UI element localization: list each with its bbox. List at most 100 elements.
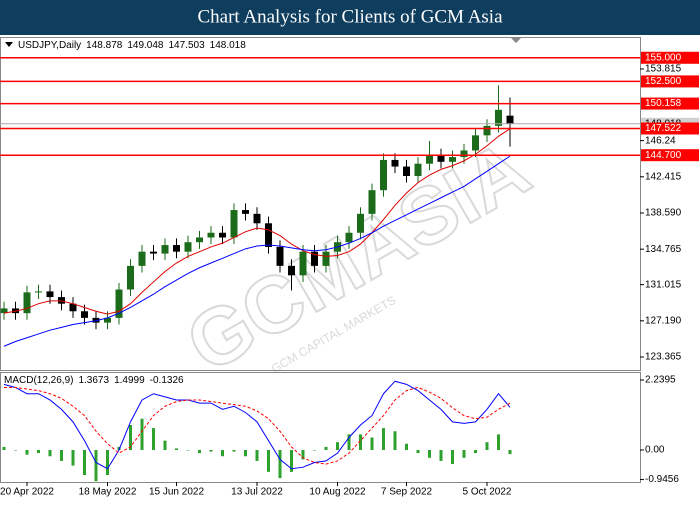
candle-body: [230, 210, 238, 238]
candle-body: [460, 150, 468, 158]
candle-body: [104, 317, 111, 323]
histogram-bar: [186, 449, 190, 451]
ohlc-value: 149.048: [127, 40, 164, 51]
histogram-bar: [106, 449, 109, 475]
indicator-value: 1.3673: [78, 375, 109, 386]
level-label: 152.500: [645, 76, 682, 87]
level-box: [641, 51, 699, 64]
histogram-bar: [336, 442, 339, 450]
title-bar: [0, 0, 700, 35]
x-tick-label: 5 Oct 2022: [463, 487, 512, 498]
histogram-bar: [37, 449, 40, 454]
y-tick-label: 2.2395: [645, 375, 676, 386]
candle-body: [414, 163, 422, 177]
histogram-bar: [382, 428, 385, 450]
histogram-bar: [152, 428, 155, 450]
histogram-bar: [209, 449, 213, 452]
shift-marker: [511, 38, 521, 43]
moving-average: [3, 155, 511, 347]
candle-body: [46, 291, 54, 298]
moving-average: [3, 128, 511, 315]
candle-body: [138, 251, 146, 266]
x-tick-label: 13 Jul 2022: [231, 487, 283, 498]
histogram-bar: [405, 443, 408, 450]
x-tick-label: 7 Sep 2022: [381, 487, 433, 498]
y-tick-label: -0.9456: [645, 474, 679, 485]
histogram-bar: [451, 449, 454, 465]
y-tick-label: 127.190: [645, 315, 682, 326]
level-label: 144.700: [645, 150, 682, 161]
menu-arrow: [5, 42, 13, 47]
candle-body: [127, 265, 134, 290]
y-tick-label: 153.815: [645, 64, 682, 75]
candle-body: [265, 223, 272, 247]
candle-body: [81, 311, 88, 318]
level-box: [641, 149, 699, 162]
indicator-value: 1.4999: [114, 375, 145, 386]
candle-body: [242, 210, 249, 214]
histogram-bar: [497, 434, 500, 450]
candle-body: [184, 242, 192, 252]
candle-body: [472, 135, 479, 151]
candle-body: [345, 232, 353, 243]
histogram-bar: [129, 424, 132, 450]
histogram-bar: [25, 449, 29, 455]
histogram-bar: [439, 449, 443, 461]
candle-body: [161, 245, 169, 254]
ohlc-value: 147.503: [168, 40, 205, 51]
macd-panel: [0, 372, 641, 483]
histogram-bar: [198, 449, 201, 454]
candle-body: [391, 159, 399, 167]
candle-body: [276, 246, 284, 266]
candle-body: [115, 289, 123, 318]
y-tick-label: 146.24: [645, 135, 676, 146]
histogram-bar: [393, 431, 397, 450]
x-tick-label: 10 Aug 2022: [309, 487, 366, 498]
x-tick-label: 18 May 2022: [79, 487, 137, 498]
histogram-bar: [359, 434, 362, 450]
histogram-bar: [163, 440, 167, 450]
histogram-bar: [83, 449, 86, 475]
histogram-bar: [428, 449, 431, 458]
histogram-bar: [370, 437, 374, 450]
histogram-bar: [232, 449, 236, 452]
y-tick-label: 0.00: [645, 445, 665, 456]
candle-body: [35, 291, 42, 293]
candle-body: [69, 303, 77, 312]
histogram-bar: [416, 449, 420, 454]
histogram-bar: [485, 442, 489, 450]
x-tick-label: 15 Jun 2022: [149, 487, 204, 498]
histogram-bar: [94, 449, 98, 482]
ohlc-value: 148.878: [86, 40, 123, 51]
candle-body: [322, 251, 330, 266]
histogram-bar: [508, 449, 512, 455]
histogram-bar: [324, 446, 328, 450]
candle-body: [299, 251, 307, 276]
level-box: [641, 122, 699, 135]
y-tick-label: 131.015: [645, 279, 682, 290]
histogram-bar: [347, 434, 351, 450]
candle-body: [23, 292, 31, 314]
y-tick-label: 134.765: [645, 244, 682, 255]
candle-body: [437, 155, 445, 162]
y-tick-label: 142.415: [645, 171, 682, 182]
histogram-bar: [117, 446, 121, 450]
histogram-bar: [313, 449, 316, 451]
candle-body: [0, 308, 8, 314]
candle-body: [506, 115, 514, 124]
histogram-bar: [140, 418, 144, 450]
indicator-label: MACD(12,26,9) 1.3673 1.4999 -0.1326: [4, 375, 184, 386]
level-label: 147.522: [645, 123, 682, 134]
histogram-bar: [474, 449, 477, 454]
histogram-bar: [175, 448, 178, 450]
histogram-bar: [71, 449, 75, 466]
ohlc-value: 148.018: [210, 40, 247, 51]
histogram-bar: [278, 449, 282, 479]
indicator-name: MACD(12,26,9): [4, 375, 73, 386]
histogram-bar: [301, 449, 305, 460]
candle-body: [483, 125, 491, 136]
histogram-bar: [221, 449, 224, 457]
candle-body: [495, 109, 502, 126]
candle-body: [207, 232, 215, 238]
